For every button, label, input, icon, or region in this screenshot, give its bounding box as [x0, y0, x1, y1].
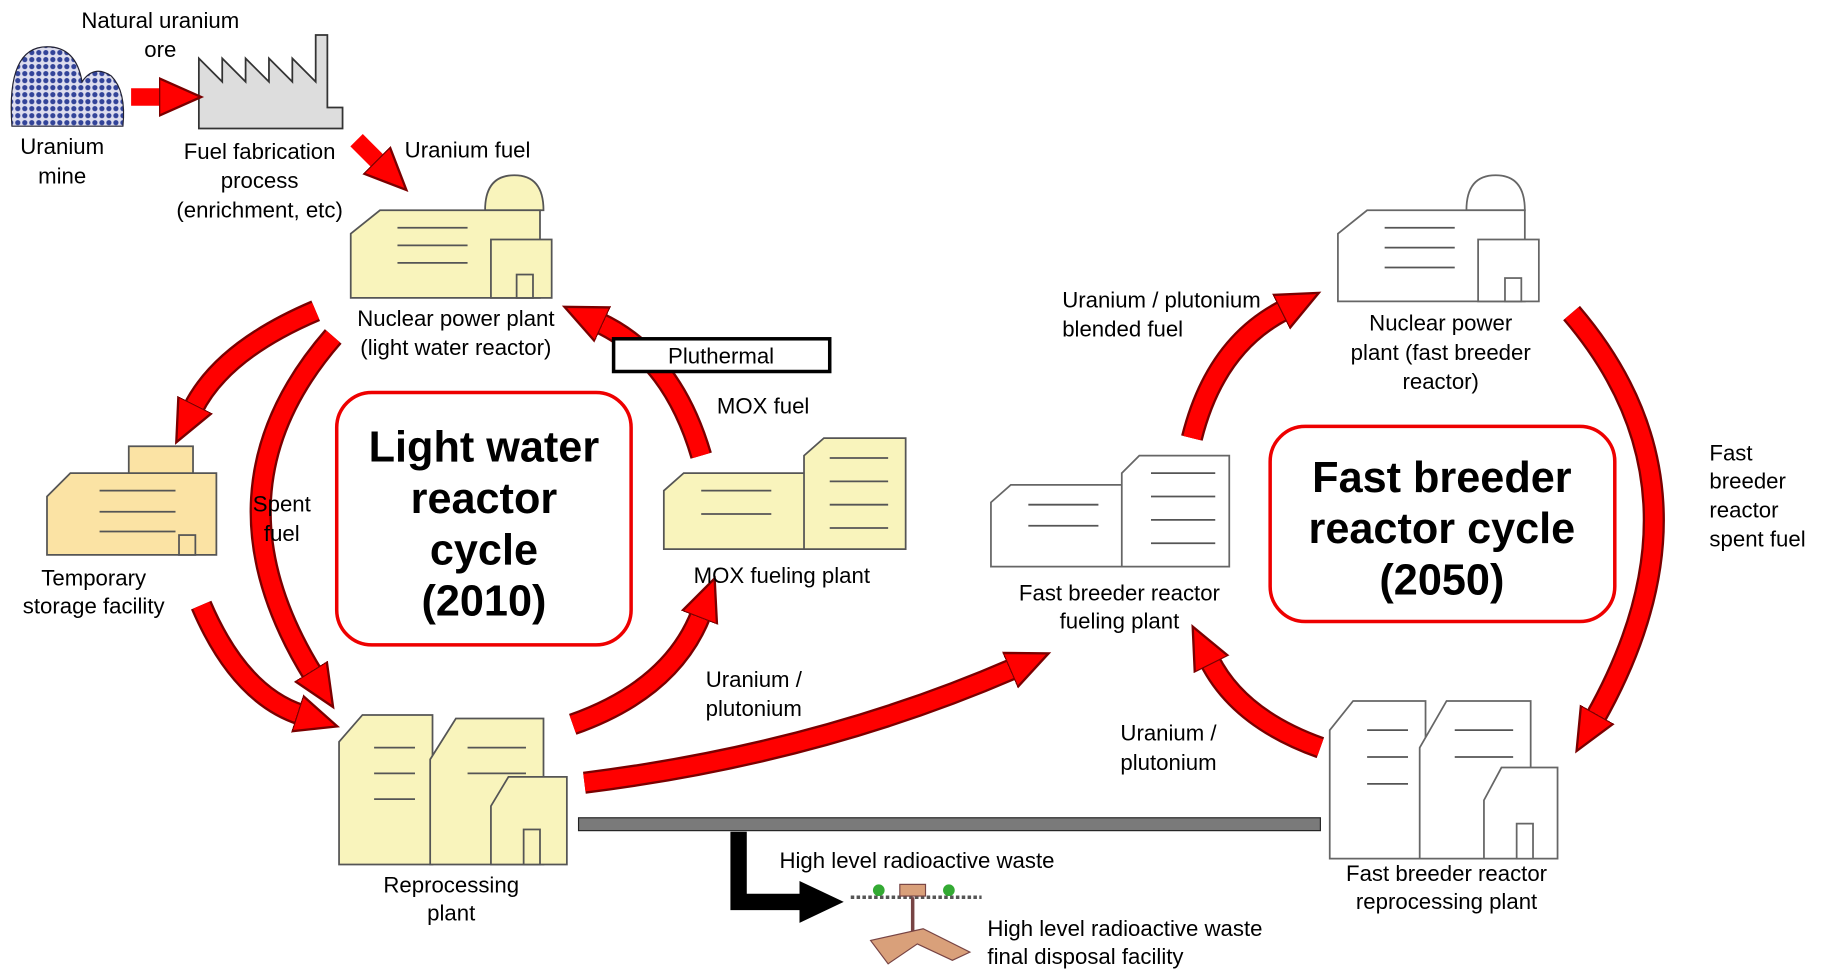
label: plutonium	[706, 696, 802, 721]
label: ore	[144, 37, 176, 62]
label: Uranium /	[1120, 721, 1217, 746]
label: High level radioactive waste	[779, 848, 1054, 873]
label: Nuclear power plant	[357, 306, 554, 331]
cycle-title: (2050)	[1379, 557, 1504, 605]
label: reactor)	[1402, 369, 1478, 394]
label: MOX fueling plant	[694, 563, 870, 588]
label: (enrichment, etc)	[176, 197, 342, 222]
label: fuel	[264, 521, 300, 546]
label: Uranium /	[706, 667, 803, 692]
label: breeder	[1709, 468, 1786, 493]
label: Fuel fabrication	[184, 139, 336, 164]
cycle-title: (2010)	[421, 578, 546, 626]
label: Reprocessing	[383, 873, 519, 898]
cycle-title: Fast breeder	[1312, 454, 1572, 502]
cycle-title: reactor	[411, 475, 558, 523]
label: plant	[427, 901, 475, 926]
label: (light water reactor)	[360, 335, 551, 360]
fbr-reprocessing-plant-icon	[1330, 701, 1558, 859]
label: blended fuel	[1062, 316, 1183, 341]
label: Fast	[1709, 440, 1752, 465]
label: Fast breeder reactor	[1019, 580, 1221, 605]
label: MOX fuel	[717, 394, 809, 419]
label: spent fuel	[1709, 527, 1805, 552]
page: {"labels": { "natural_uranium_ore": ["Na…	[0, 0, 1823, 979]
label: mine	[38, 163, 86, 188]
fbr-fueling-plant-icon	[991, 456, 1229, 567]
cycle-title: Light water	[369, 423, 600, 471]
label: Fast breeder reactor	[1346, 861, 1548, 886]
label: Nuclear power	[1369, 311, 1513, 336]
waste-conveyor	[579, 818, 1321, 831]
temporary-storage-icon	[47, 446, 216, 555]
factory-icon	[199, 35, 343, 128]
label: High level radioactive waste	[987, 916, 1262, 941]
label: Uranium / plutonium	[1062, 287, 1261, 312]
label: Uranium	[20, 134, 104, 159]
diagram: Natural uranium ore Uranium mine Fuel fa…	[0, 0, 1823, 979]
uranium-mine-icon	[11, 47, 123, 126]
reprocessing-plant-icon	[339, 715, 567, 865]
label: Temporary	[41, 565, 147, 590]
label: reactor	[1709, 498, 1779, 523]
label: Natural uranium	[81, 8, 239, 33]
label: fueling plant	[1060, 609, 1180, 634]
label: storage facility	[23, 593, 166, 618]
cycle-title: cycle	[430, 526, 538, 574]
label: Spent	[253, 492, 311, 517]
label: Uranium fuel	[405, 138, 531, 163]
label: plant (fast breeder	[1351, 340, 1532, 365]
label: final disposal facility	[987, 944, 1184, 969]
label: reprocessing plant	[1356, 889, 1537, 914]
disposal-icon	[851, 884, 982, 963]
lwr-plant-icon	[351, 175, 552, 298]
label: plutonium	[1120, 750, 1216, 775]
fbr-plant-icon	[1338, 175, 1539, 301]
label: process	[221, 168, 299, 193]
cycle-title: reactor cycle	[1309, 505, 1576, 553]
label: Pluthermal	[668, 343, 774, 368]
